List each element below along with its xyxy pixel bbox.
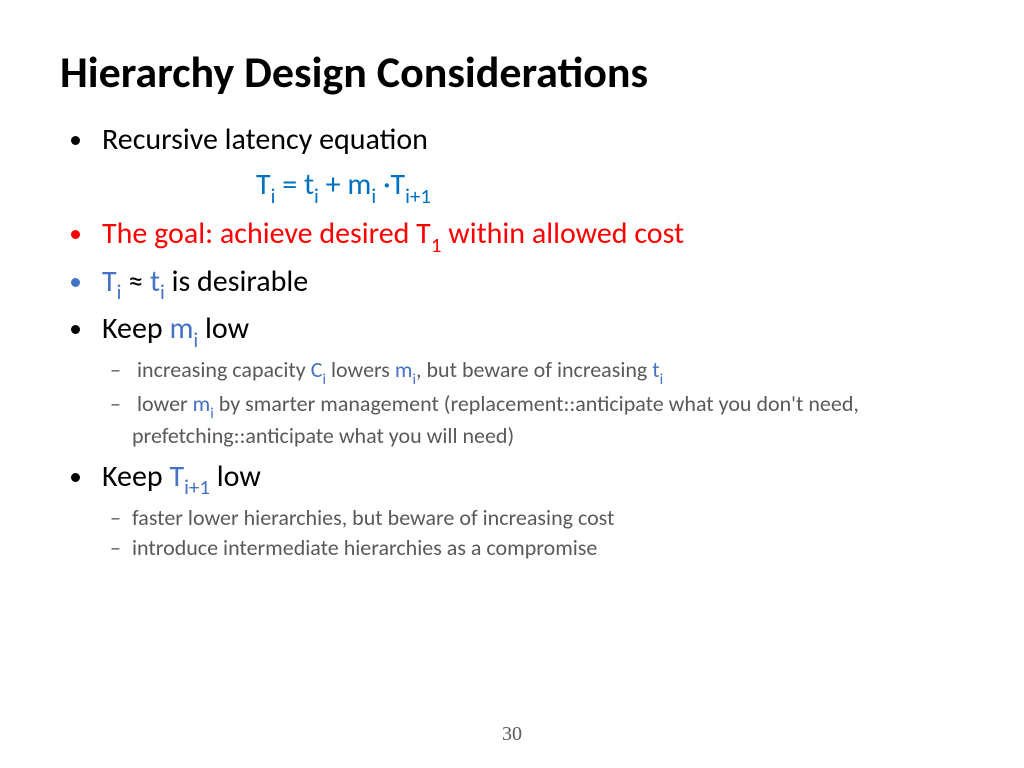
ti-i: i	[160, 279, 165, 305]
sub-faster: faster lower hierarchies, but beware of …	[132, 504, 964, 532]
mi-m: m	[169, 310, 193, 347]
s1a: increasing capacity	[137, 356, 311, 383]
Ci-C: C	[311, 356, 323, 383]
s2a: lower	[137, 390, 193, 417]
eq-T: T	[256, 166, 271, 203]
bullet-keep-Ti1: Keep Ti+1 low faster lower hierarchies, …	[96, 457, 964, 563]
desirable-rest: is desirable	[165, 263, 308, 300]
bullet-goal: The goal: achieve desired T1 within allo…	[96, 214, 964, 257]
keep-post2: low	[210, 458, 261, 495]
page-number: 30	[0, 723, 1024, 746]
bullet-desirable: Ti ≈ ti is desirable	[96, 262, 964, 305]
sub-capacity: increasing capacity Ci lowers mi, but be…	[132, 356, 964, 388]
s1-t: t	[652, 356, 659, 383]
slide: Hierarchy Design Considerations Recursiv…	[0, 0, 1024, 768]
eq-sub-i2: i	[314, 183, 319, 209]
sublist-Ti1: faster lower hierarchies, but beware of …	[102, 504, 964, 562]
latency-equation: Ti = ti + mi ·Ti+1	[256, 165, 964, 208]
mi-i: i	[193, 327, 198, 353]
keep-pre: Keep	[102, 310, 169, 347]
Ci-i: i	[322, 370, 326, 389]
ti-t: t	[150, 263, 160, 300]
s1b: lowers	[326, 356, 395, 383]
s2b: by smarter management (replacement::anti…	[132, 390, 859, 449]
s2-mi: i	[210, 404, 214, 423]
sub-intermediate: introduce intermediate hierarchies as a …	[132, 534, 964, 562]
goal-pre: The goal: achieve desired T	[102, 215, 431, 252]
Ti1-T: T	[169, 458, 184, 495]
goal-post: within allowed cost	[441, 215, 684, 252]
eq-sub-ip1: i+1	[405, 183, 431, 209]
bullet-recursive-eq: Recursive latency equation	[96, 120, 964, 161]
s1-m: m	[395, 356, 413, 383]
s1-mi: i	[412, 370, 416, 389]
Ti-T: T	[102, 263, 117, 300]
keep-post: low	[198, 310, 249, 347]
eq-dot: ·T	[376, 166, 405, 203]
eq-sub-i3: i	[371, 183, 376, 209]
keep-pre2: Keep	[102, 458, 169, 495]
sub-management: lower mi by smarter management (replacem…	[132, 390, 964, 450]
s2-m: m	[193, 390, 211, 417]
eq-eq: = t	[275, 166, 314, 203]
Ti-i: i	[117, 279, 122, 305]
eq-plus: + m	[319, 166, 371, 203]
slide-title: Hierarchy Design Considerations	[60, 48, 964, 96]
approx: ≈	[121, 263, 150, 300]
eq-sub-i: i	[271, 183, 276, 209]
Ti1-i: i+1	[184, 474, 210, 500]
sublist-mi: increasing capacity Ci lowers mi, but be…	[102, 356, 964, 450]
bullet-text: Recursive latency equation	[102, 121, 428, 158]
goal-sub1: 1	[431, 232, 442, 258]
s1c: , but beware of increasing	[416, 356, 652, 383]
bullet-keep-mi: Keep mi low increasing capacity Ci lower…	[96, 309, 964, 451]
s1-ti: i	[660, 370, 664, 389]
bullet-list: Recursive latency equation Ti = ti + mi …	[60, 120, 964, 562]
